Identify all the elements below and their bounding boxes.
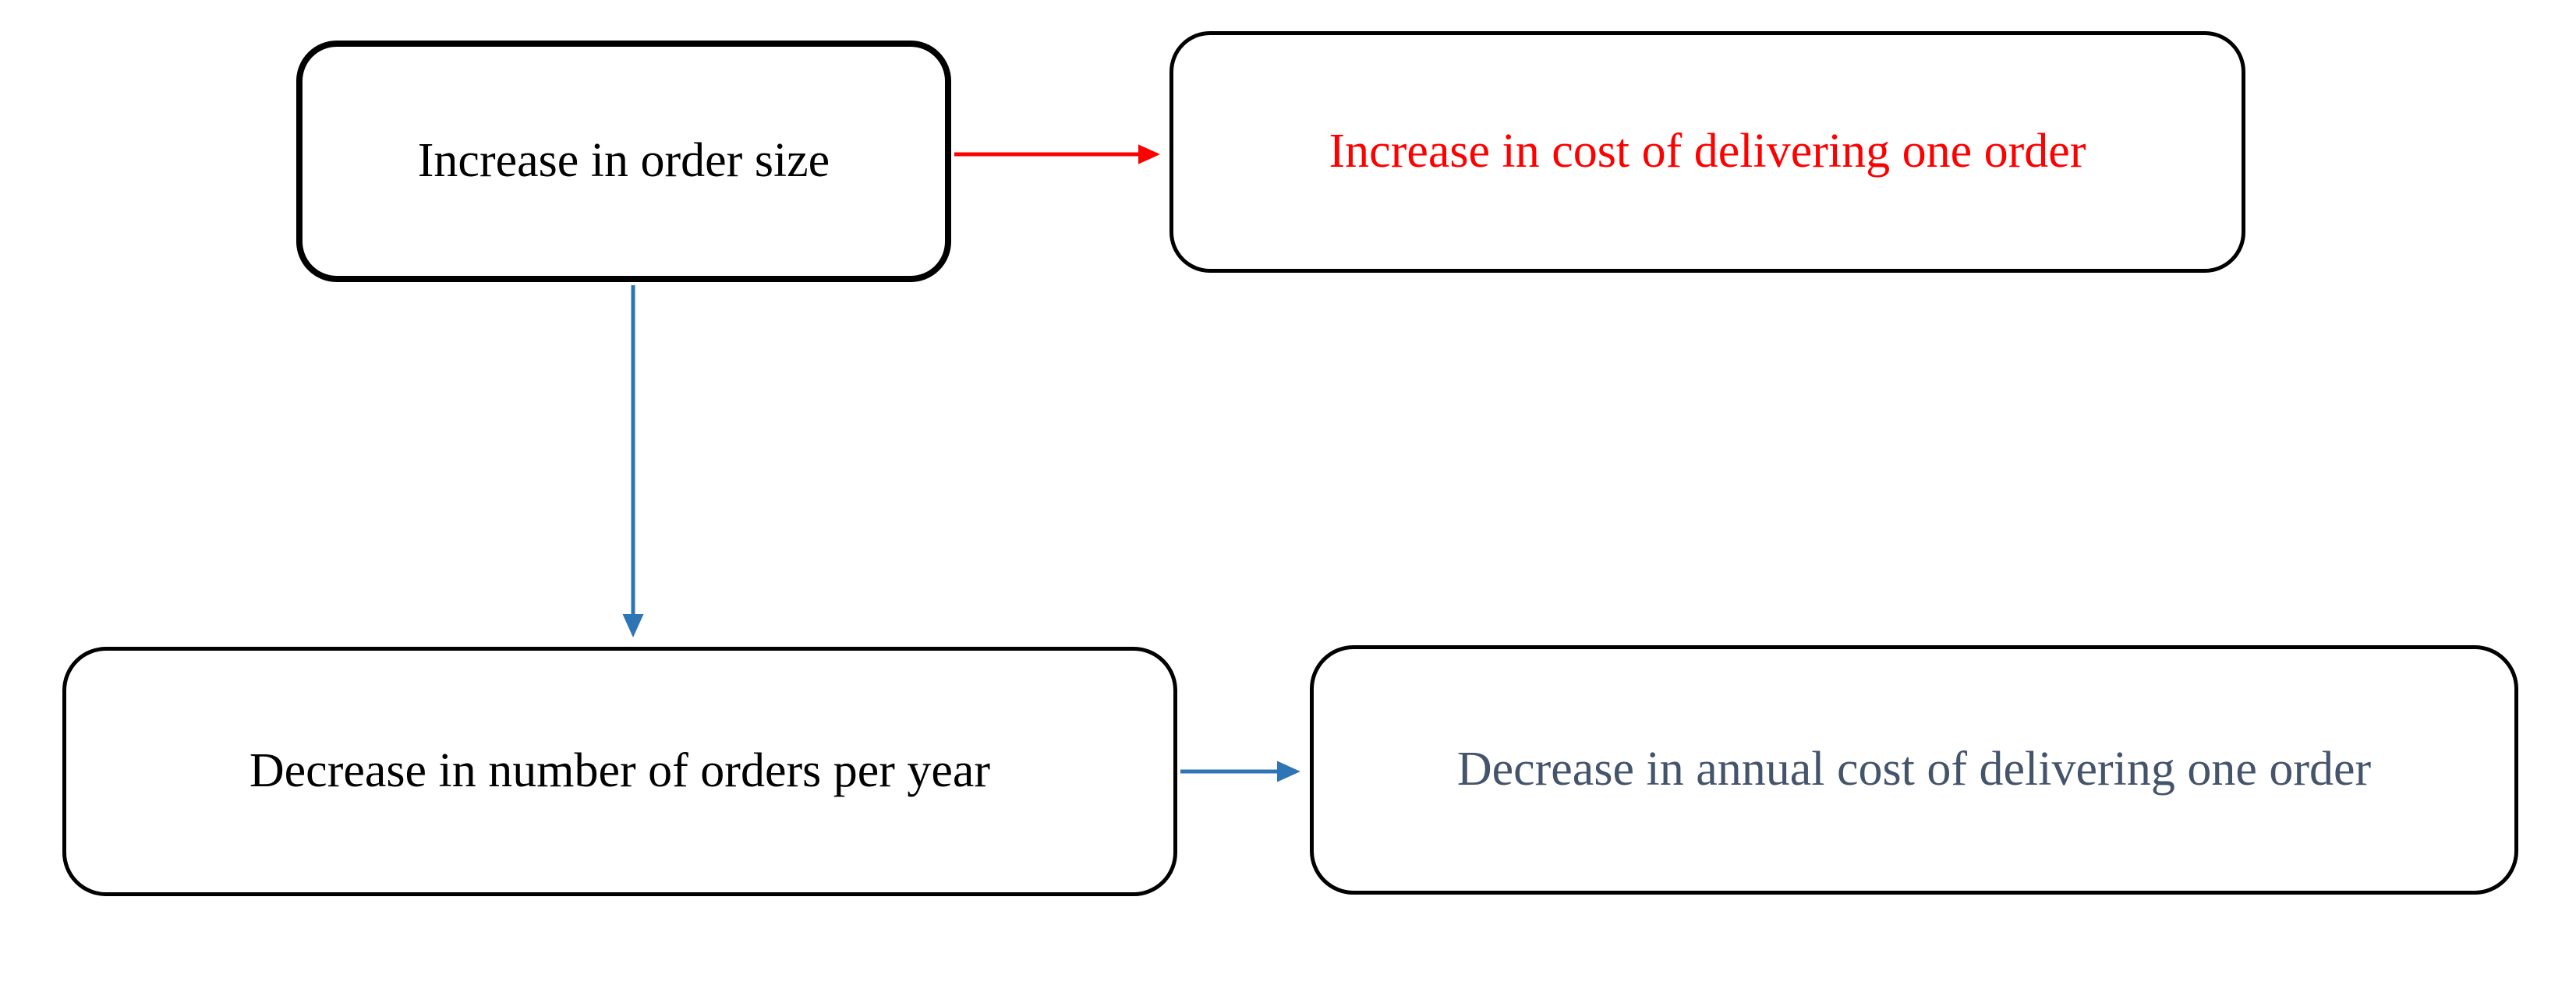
flowchart-canvas: Increase in order size Increase in cost … — [0, 0, 2576, 985]
node-increase-cost-per-order: Increase in cost of delivering one order — [1169, 31, 2245, 273]
node-label: Increase in order size — [418, 122, 830, 199]
node-label: Increase in cost of delivering one order — [1329, 113, 2086, 190]
node-label: Decrease in annual cost of delivering on… — [1457, 731, 2371, 808]
node-label: Decrease in number of orders per year — [249, 733, 990, 810]
node-decrease-annual-cost: Decrease in annual cost of delivering on… — [1310, 645, 2518, 895]
node-decrease-orders-per-year: Decrease in number of orders per year — [62, 647, 1177, 896]
node-increase-order-size: Increase in order size — [296, 41, 951, 282]
